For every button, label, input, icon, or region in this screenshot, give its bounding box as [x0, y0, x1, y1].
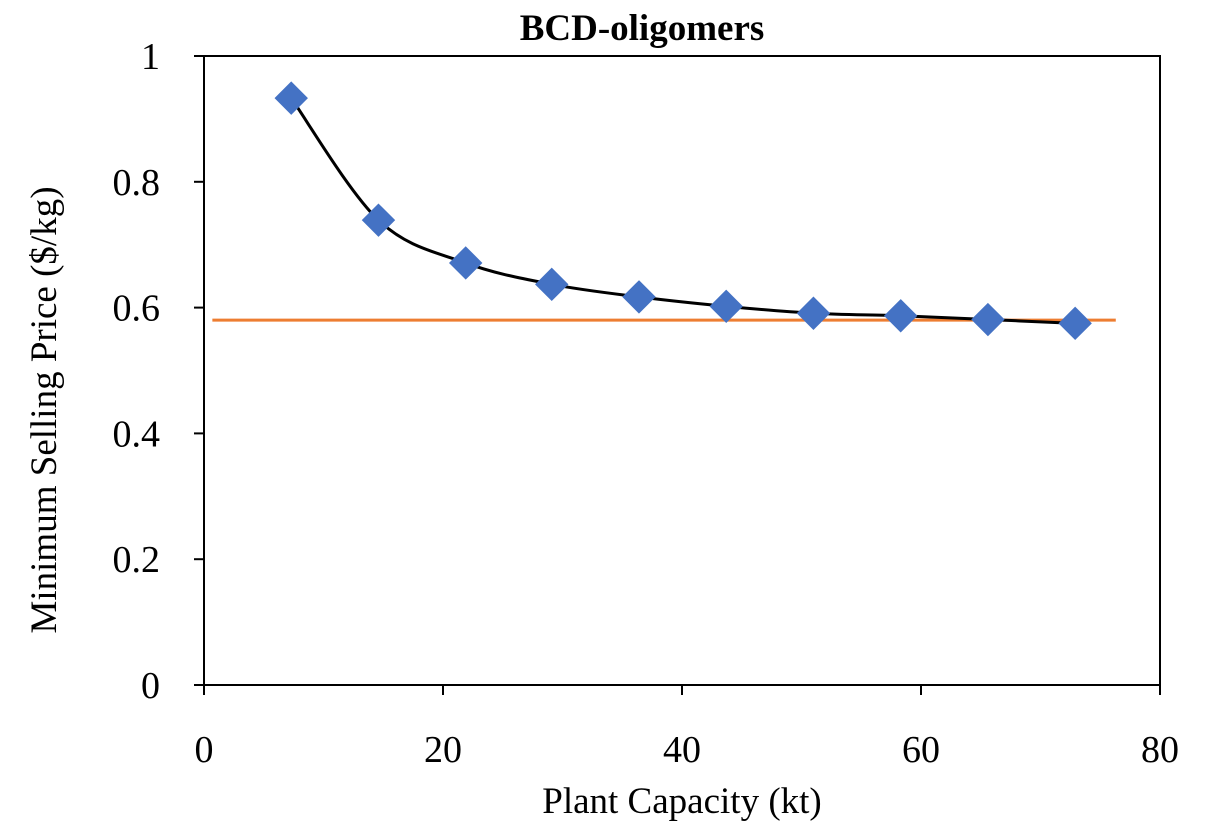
- y-tick-label: 0.8: [113, 162, 161, 204]
- x-tick-label: 40: [663, 729, 701, 771]
- y-axis-label: Minimum Selling Price ($/kg): [24, 186, 65, 633]
- axes: 0 20 40 60 80 0 0.2 0.4 0.6 0.8 1: [113, 36, 1180, 771]
- plot-border: [203, 55, 1161, 686]
- data-point: [448, 246, 483, 280]
- data-point: [622, 280, 656, 314]
- x-tick-label: 80: [1141, 729, 1179, 771]
- data-point: [361, 203, 396, 237]
- data-point: [535, 267, 569, 302]
- y-tick-label: 0.2: [113, 539, 161, 581]
- data-point: [1058, 306, 1092, 341]
- y-tick-label: 0.4: [113, 413, 161, 455]
- data-point: [796, 296, 831, 330]
- y-tick-label: 1: [141, 36, 160, 78]
- x-axis-label: Plant Capacity (kt): [542, 781, 822, 822]
- series-line: [290, 97, 1076, 325]
- series-layer: [274, 81, 1092, 341]
- y-tick-label: 0.6: [113, 288, 161, 330]
- x-tick-label: 60: [902, 729, 940, 771]
- x-tick-label: 0: [195, 729, 214, 771]
- data-point: [709, 289, 743, 324]
- data-point: [274, 81, 308, 115]
- chart-title: BCD-oligomers: [520, 8, 765, 49]
- data-point: [971, 302, 1005, 337]
- x-tick-label: 20: [424, 729, 462, 771]
- y-tick-label: 0: [141, 665, 160, 707]
- data-point: [883, 299, 918, 333]
